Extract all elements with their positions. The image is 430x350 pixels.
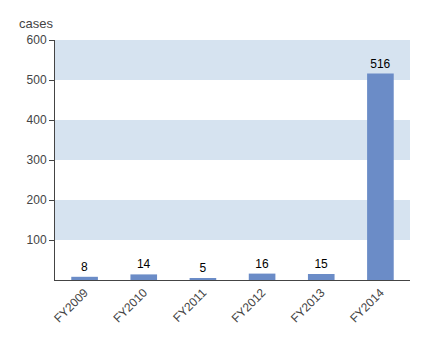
svg-text:100: 100 bbox=[27, 233, 47, 247]
svg-text:300: 300 bbox=[27, 153, 47, 167]
svg-text:FY2011: FY2011 bbox=[170, 286, 209, 325]
svg-text:cases: cases bbox=[19, 16, 53, 31]
svg-text:FY2010: FY2010 bbox=[110, 286, 150, 326]
svg-text:400: 400 bbox=[27, 113, 47, 127]
svg-text:516: 516 bbox=[370, 57, 390, 71]
svg-text:200: 200 bbox=[27, 193, 47, 207]
svg-text:16: 16 bbox=[255, 257, 269, 271]
svg-text:FY2014: FY2014 bbox=[347, 286, 387, 326]
svg-text:600: 600 bbox=[27, 33, 47, 47]
svg-text:500: 500 bbox=[27, 73, 47, 87]
svg-text:15: 15 bbox=[314, 257, 328, 271]
svg-text:FY2009: FY2009 bbox=[51, 286, 91, 326]
svg-text:FY2013: FY2013 bbox=[288, 286, 328, 326]
svg-text:14: 14 bbox=[137, 257, 151, 271]
svg-text:5: 5 bbox=[199, 261, 206, 275]
svg-text:FY2012: FY2012 bbox=[229, 286, 269, 326]
svg-text:8: 8 bbox=[81, 260, 88, 274]
